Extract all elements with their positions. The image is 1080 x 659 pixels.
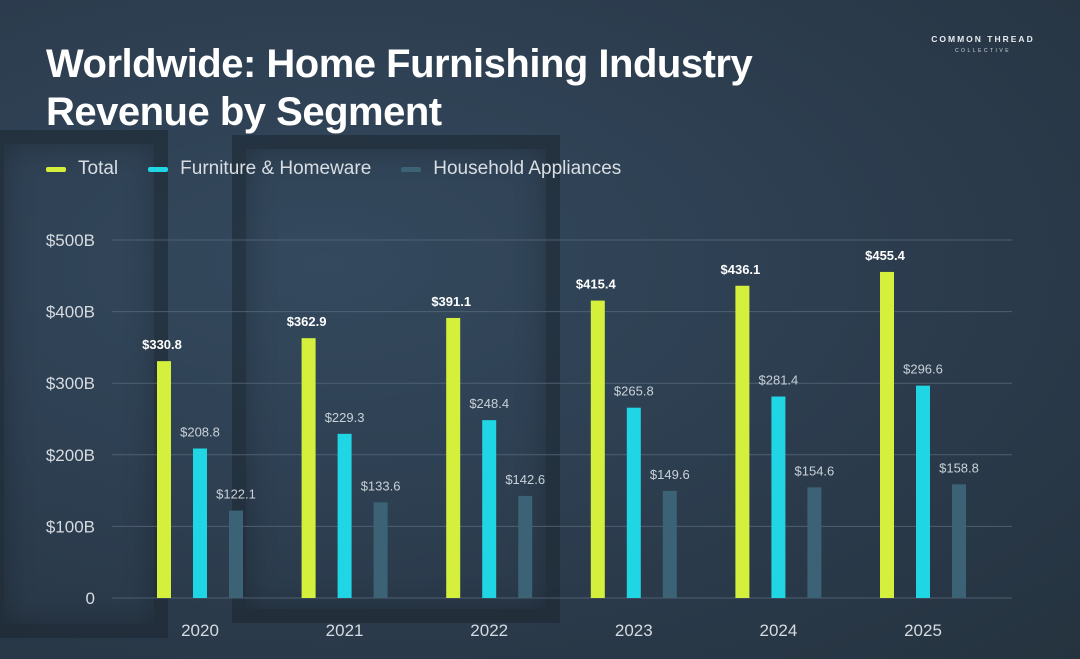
bar-furniture-2023: [626, 407, 641, 598]
data-label-furniture-2024: $281.4: [759, 373, 799, 388]
data-label-appliances-2021: $133.6: [361, 478, 401, 493]
bar-total-2021: [301, 338, 316, 598]
legend-item-furniture: Furniture & Homeware: [148, 158, 371, 180]
bar-total-2024: [735, 285, 750, 598]
x-tick-label: 2021: [326, 621, 364, 640]
data-label-furniture-2023: $265.8: [614, 384, 654, 399]
chart-title: Worldwide: Home Furnishing Industry Reve…: [46, 40, 866, 136]
chart-legend: Total Furniture & Homeware Household App…: [46, 158, 621, 180]
data-label-appliances-2023: $149.6: [650, 467, 690, 482]
data-label-total-2021: $362.9: [287, 314, 327, 329]
data-label-total-2020: $330.8: [142, 337, 182, 352]
brand-name: COMMON THREAD: [931, 34, 1035, 44]
y-tick-label: $200B: [46, 446, 95, 465]
brand-subtitle: COLLECTIVE: [954, 48, 1012, 54]
legend-label-total: Total: [78, 158, 119, 179]
x-tick-label: 2023: [615, 621, 653, 640]
y-tick-label: $100B: [46, 517, 95, 536]
bar-appliances-2020: [229, 510, 243, 598]
y-tick-label: 0: [86, 589, 95, 608]
y-tick-label: $400B: [46, 303, 95, 322]
legend-item-appliances: Household Appliances: [401, 158, 621, 180]
legend-label-furniture: Furniture & Homeware: [180, 158, 372, 179]
data-label-appliances-2022: $142.6: [505, 472, 545, 487]
data-label-furniture-2025: $296.6: [903, 362, 943, 377]
bar-furniture-2024: [771, 396, 786, 598]
data-label-appliances-2020: $122.1: [216, 487, 256, 502]
data-label-appliances-2025: $158.8: [939, 460, 979, 475]
legend-label-appliances: Household Appliances: [433, 158, 622, 179]
legend-swatch-furniture: [148, 166, 169, 172]
data-label-total-2025: $455.4: [865, 248, 906, 263]
y-tick-label: $300B: [46, 374, 95, 393]
legend-swatch-total: [46, 166, 66, 172]
data-label-total-2023: $415.4: [576, 277, 617, 292]
y-tick-label: $500B: [46, 231, 95, 250]
legend-swatch-appliances: [401, 166, 422, 172]
bar-total-2025: [880, 271, 894, 598]
data-label-furniture-2021: $229.3: [325, 410, 365, 425]
x-tick-label: 2025: [904, 621, 942, 640]
bar-furniture-2020: [193, 448, 207, 598]
data-label-total-2022: $391.1: [431, 294, 471, 309]
bar-appliances-2021: [373, 502, 388, 598]
data-label-appliances-2024: $154.6: [795, 463, 835, 478]
decorative-frame-center: [232, 135, 560, 623]
bar-furniture-2022: [482, 420, 497, 598]
legend-item-total: Total: [46, 158, 118, 180]
chart-title-line-1: Worldwide: Home Furnishing Industry: [46, 42, 753, 86]
chart-title-line-2: Revenue by Segment: [46, 90, 442, 134]
data-label-furniture-2022: $248.4: [469, 396, 509, 411]
bar-appliances-2022: [518, 495, 533, 598]
bar-total-2020: [157, 361, 171, 598]
bar-furniture-2021: [337, 433, 352, 598]
x-tick-label: 2020: [181, 621, 219, 640]
brand-logo: COMMON THREAD COLLECTIVE: [918, 34, 1048, 54]
bar-total-2022: [446, 317, 461, 598]
data-label-total-2024: $436.1: [721, 262, 761, 277]
bar-appliances-2023: [662, 490, 677, 598]
bar-appliances-2025: [952, 484, 966, 598]
data-label-furniture-2020: $208.8: [180, 424, 220, 439]
bar-appliances-2024: [807, 487, 822, 598]
x-tick-label: 2022: [470, 621, 508, 640]
bar-furniture-2025: [916, 385, 930, 598]
bar-total-2023: [590, 300, 605, 598]
x-tick-label: 2024: [759, 621, 797, 640]
